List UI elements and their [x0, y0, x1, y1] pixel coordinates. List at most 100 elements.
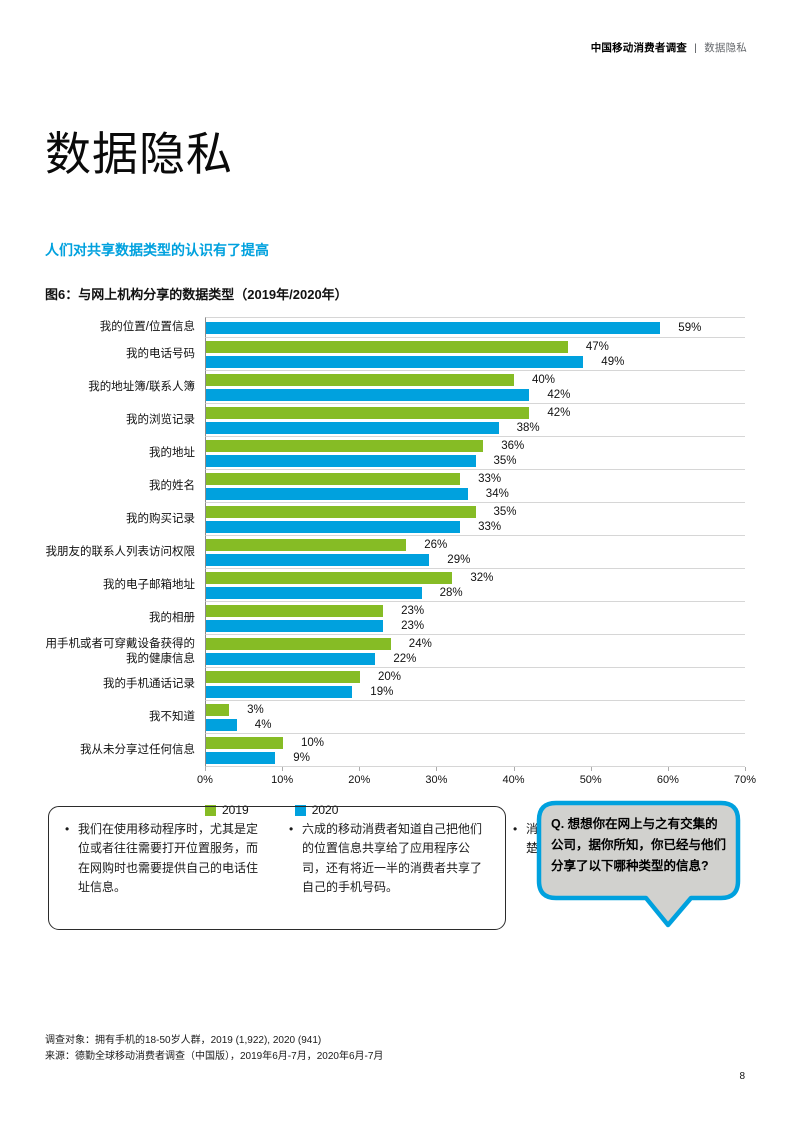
axis-tick-label: 60% [656, 774, 679, 786]
chart-row: 我的姓名 33% 34% [45, 470, 745, 503]
bar-group-2019: 32% [206, 571, 745, 584]
bar-2020 [206, 421, 499, 434]
bar-2020 [206, 454, 476, 467]
bar-group-2020: 22% [206, 652, 745, 665]
bar-2020 [206, 685, 353, 698]
bar-2019 [206, 538, 407, 551]
bar-2020 [206, 751, 276, 764]
axis-tick-label: 20% [348, 774, 371, 786]
bar-2019 [206, 736, 283, 749]
bar-value-label: 29% [447, 553, 471, 566]
bar-group-2020: 4% [206, 718, 745, 731]
category-label: 我的姓名 [149, 480, 195, 493]
bar-value-label: 20% [378, 670, 402, 683]
chart-row: 我的地址 36% 35% [45, 437, 745, 470]
category-bars: 23% 23% [205, 602, 745, 635]
bar-value-label: 59% [678, 321, 702, 334]
bar-group-2019: 35% [206, 505, 745, 518]
bar-value-label: 3% [247, 703, 264, 716]
chart-row: 我的相册 23% 23% [45, 602, 745, 635]
chart-axis-row: 0% 10% 20% 30% 40% 50% 60% 70% [45, 767, 756, 791]
bar-2019 [206, 604, 384, 617]
axis-tick-label: 40% [502, 774, 525, 786]
bar-group-2019: 47% [206, 340, 745, 353]
key-findings-box: 我们在使用移动程序时，尤其是定位或者往往需要打开位置服务，而在网购时也需要提供自… [48, 806, 706, 930]
bar-value-label: 42% [547, 406, 571, 419]
bar-2020 [206, 652, 376, 665]
bar-chart: 我的位置/位置信息 59% 我的电话号码 47% 49% 我的地址簿/联系人簿 40% 42%… [45, 317, 756, 817]
chart-row: 我的手机通话记录 20% 19% [45, 668, 745, 701]
axis-tick-label: 50% [579, 774, 602, 786]
bar-value-label: 24% [408, 637, 432, 650]
bar-value-label: 23% [401, 604, 425, 617]
axis-tick [590, 767, 592, 771]
bar-value-label: 38% [516, 421, 540, 434]
bar-value-label: 32% [470, 571, 494, 584]
bar-value-label: 35% [493, 505, 517, 518]
bar-2019 [206, 505, 476, 518]
axis-tick [667, 767, 669, 771]
bar-2020 [206, 553, 430, 566]
category-bars: 33% 34% [205, 470, 745, 503]
bar-value-label: 28% [439, 586, 463, 599]
chart-row: 我的地址簿/联系人簿 40% 42% [45, 371, 745, 404]
bar-group-2019: 23% [206, 604, 745, 617]
axis-tick-label: 0% [197, 774, 213, 786]
category-label: 我的购买记录 [126, 513, 195, 526]
bar-2020 [206, 321, 661, 334]
page-title: 数据隐私 [45, 128, 233, 180]
bar-value-label: 47% [585, 340, 609, 353]
category-label: 我从未分享过任何信息 [80, 744, 195, 757]
section-subtitle: 人们对共享数据类型的认识有了提高 [45, 242, 269, 258]
chart-row: 我从未分享过任何信息 10% 9% [45, 734, 745, 767]
category-bars: 10% 9% [205, 734, 745, 767]
bar-2019 [206, 670, 360, 683]
category-label: 我不知道 [149, 711, 195, 724]
axis-tick [436, 767, 438, 771]
bar-group-2019: 3% [206, 703, 745, 716]
footer-sample-note: 调查对象：拥有手机的18-50岁人群，2019 (1,922), 2020 (9… [45, 1035, 322, 1046]
footer-source-note: 来源：德勤全球移动消费者调查（中国版），2019年6月-7月，2020年6月-7… [45, 1051, 384, 1062]
axis-tick [513, 767, 515, 771]
bar-2020 [206, 718, 237, 731]
category-label: 我的手机通话记录 [103, 678, 195, 691]
footer-notes: 调查对象：拥有手机的18-50岁人群，2019 (1,922), 2020 (9… [45, 1033, 383, 1065]
bar-2019 [206, 703, 230, 716]
bar-value-label: 49% [601, 355, 625, 368]
bar-2020 [206, 355, 584, 368]
page-header: 中国移动消费者调查 | 数据隐私 [591, 40, 747, 55]
bar-value-label: 33% [478, 520, 502, 533]
category-label: 我的浏览记录 [126, 414, 195, 427]
bar-group-2020: 49% [206, 355, 745, 368]
category-bars: 26% 29% [205, 536, 745, 569]
bar-group-2019: 36% [206, 439, 745, 452]
survey-question-text: Q. 想想你在网上与之有交集的公司，据你所知，你已经与他们分享了以下哪种类型的信… [551, 817, 727, 873]
bar-group-2019: 10% [206, 736, 745, 749]
header-separator: | [694, 42, 698, 54]
category-bars: 3% 4% [205, 701, 745, 734]
bar-value-label: 10% [301, 736, 325, 749]
chart-row: 用手机或者可穿戴设备获得的我的健康信息 24% 22% [45, 635, 745, 668]
chart-row: 我的购买记录 35% 33% [45, 503, 745, 536]
speech-bubble-icon [536, 800, 741, 928]
bar-2020 [206, 487, 468, 500]
figure-title: 图6：与网上机构分享的数据类型（2019年/2020年） [45, 287, 348, 302]
axis-tick [205, 767, 206, 771]
chart-row: 我的浏览记录 42% 38% [45, 404, 745, 437]
axis-tick-label: 30% [425, 774, 448, 786]
chart-row: 我朋友的联系人列表访问权限 26% 29% [45, 536, 745, 569]
bar-group-2020: 38% [206, 421, 745, 434]
bar-value-label: 26% [424, 538, 448, 551]
bar-group-2020: 35% [206, 454, 745, 467]
category-label: 我朋友的联系人列表访问权限 [45, 546, 196, 559]
bar-2019 [206, 637, 391, 650]
page-number: 8 [739, 1071, 745, 1082]
category-bars: 47% 49% [205, 338, 745, 371]
bar-group-2019: 40% [206, 373, 745, 386]
bar-value-label: 19% [370, 685, 394, 698]
bar-value-label: 36% [501, 439, 525, 452]
survey-question-bubble: Q. 想想你在网上与之有交集的公司，据你所知，你已经与他们分享了以下哪种类型的信… [536, 800, 744, 932]
bar-2019 [206, 472, 461, 485]
chart-rows: 我的位置/位置信息 59% 我的电话号码 47% 49% 我的地址簿/联系人簿 40% 42%… [45, 317, 745, 767]
